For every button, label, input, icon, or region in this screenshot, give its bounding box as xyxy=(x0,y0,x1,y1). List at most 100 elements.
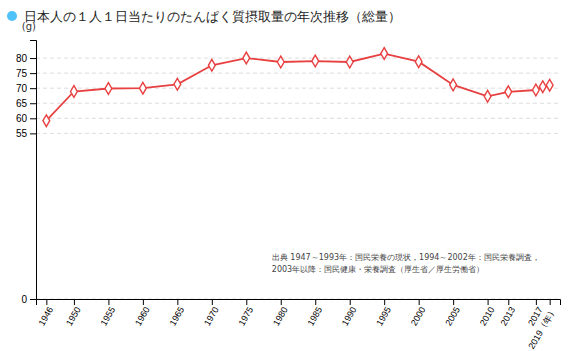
marker xyxy=(381,48,388,60)
x-tick-mark xyxy=(46,299,47,305)
x-tick-label: 1950 xyxy=(64,305,83,327)
line xyxy=(46,54,549,121)
marker xyxy=(43,115,50,127)
x-tick-label: 1985 xyxy=(305,305,324,327)
y-tick: 65 xyxy=(16,98,36,109)
x-tick-mark xyxy=(508,299,509,305)
y-tick-mark xyxy=(30,299,36,300)
marker xyxy=(174,78,181,90)
x-tick: 2000 xyxy=(409,299,428,327)
x-axis: 1946 1950 1955 1960 1965 1970 1975 1980 1985 1990… xyxy=(37,299,561,351)
x-tick: 1975 xyxy=(236,299,255,327)
x-tick: 2019（年） xyxy=(526,299,558,351)
x-tick-label: 1946 xyxy=(37,305,56,327)
marker xyxy=(346,56,353,68)
x-tick: 2005 xyxy=(443,299,462,327)
y-tick-label: 65 xyxy=(16,98,28,109)
y-tick: 55 xyxy=(16,128,36,139)
grid-line xyxy=(36,103,560,104)
x-tick-mark xyxy=(177,299,178,305)
marker xyxy=(546,79,553,91)
marker xyxy=(277,56,284,68)
x-tick: 1950 xyxy=(64,299,83,327)
x-tick-label: 2013 xyxy=(498,305,517,327)
x-tick: 1970 xyxy=(202,299,221,327)
annotation: 出典 1947～1993年：国民栄養の現状，1994～2002年：国民栄養調査，… xyxy=(272,253,540,274)
x-tick-mark xyxy=(315,299,316,305)
marker xyxy=(539,81,546,93)
x-tick-label: 1960 xyxy=(133,305,152,327)
x-tick: 1960 xyxy=(133,299,152,327)
x-tick: 1990 xyxy=(340,299,359,327)
y-tick-label: 80 xyxy=(16,53,28,64)
x-tick-label: 1970 xyxy=(202,305,221,327)
y-label: (g) xyxy=(22,21,36,32)
y-tick-mark xyxy=(30,103,36,104)
marker xyxy=(208,59,215,71)
x-tick-label: 1980 xyxy=(271,305,290,327)
y-tick: 60 xyxy=(16,113,36,124)
y-tick-mark xyxy=(30,133,36,134)
x-tick-label: 1990 xyxy=(340,305,359,327)
grid-line xyxy=(36,118,560,119)
y-tick-label: 75 xyxy=(16,68,28,79)
marks xyxy=(43,48,553,127)
x-tick: 1955 xyxy=(99,299,118,327)
x-tick: 1946 xyxy=(37,299,56,327)
x-tick: 1965 xyxy=(168,299,187,327)
x-axis-line xyxy=(37,300,561,306)
marker xyxy=(505,86,512,98)
plot: 1946 1950 1955 1960 1965 1970 1975 1980 1985 1990… xyxy=(16,21,561,351)
x-tick-mark xyxy=(488,299,489,305)
grid-line xyxy=(36,133,560,134)
x-tick-label: 2010 xyxy=(478,305,497,327)
y-tick-label: 60 xyxy=(16,113,28,124)
x-tick-label: 1975 xyxy=(236,305,255,327)
marker xyxy=(415,56,422,68)
marker xyxy=(139,82,146,94)
x-tick-label: 2000 xyxy=(409,305,428,327)
y-tick: 80 xyxy=(16,53,36,64)
grid-line xyxy=(36,73,560,74)
y-tick: 0 xyxy=(21,294,36,305)
chart: 日本人の１人１日当たりのたんぱく質摂取量の年次推移（総量） 1946 1950 195… xyxy=(0,0,576,351)
x-tick-mark xyxy=(212,299,213,305)
x-tick: 1995 xyxy=(374,299,393,327)
x-tick-mark xyxy=(143,299,144,305)
x-tick-mark xyxy=(74,299,75,305)
y-tick-label: 0 xyxy=(21,294,27,305)
y-tick: 75 xyxy=(16,68,36,79)
y-tick-mark xyxy=(30,58,36,59)
x-tick-mark xyxy=(108,299,109,305)
x-tick-mark xyxy=(281,299,282,305)
marker xyxy=(484,90,491,102)
y-tick-label: 70 xyxy=(16,83,28,94)
marker xyxy=(71,86,78,98)
x-tick: 2013 xyxy=(498,299,517,327)
x-tick-label: 1955 xyxy=(99,305,118,327)
marker xyxy=(243,52,250,64)
title: 日本人の１人１日当たりのたんぱく質摂取量の年次推移（総量） xyxy=(24,9,401,24)
marker xyxy=(450,79,457,91)
x-tick: 1980 xyxy=(271,299,290,327)
grid-line xyxy=(36,58,560,59)
x-tick-label: 2019（年） xyxy=(526,305,558,351)
x-tick-mark xyxy=(453,299,454,305)
x-tick-mark xyxy=(384,299,385,305)
x-tick-mark xyxy=(419,299,420,305)
y-tick: 70 xyxy=(16,83,36,94)
x-tick-label: 1995 xyxy=(374,305,393,327)
y-tick-mark xyxy=(30,88,36,89)
y-tick-label: 55 xyxy=(16,128,28,139)
x-tick: 1985 xyxy=(305,299,324,327)
y-tick-mark xyxy=(30,73,36,74)
x-tick: 2010 xyxy=(478,299,497,327)
y-axis-line xyxy=(30,41,37,300)
y-axis: 0 55 60 65 70 75 80 xyxy=(16,41,37,305)
y-tick-mark xyxy=(30,118,36,119)
x-tick-mark xyxy=(246,299,247,305)
title-bullet xyxy=(7,11,17,21)
x-tick-label: 1965 xyxy=(168,305,187,327)
marker xyxy=(312,55,319,67)
x-tick-mark xyxy=(550,299,551,305)
